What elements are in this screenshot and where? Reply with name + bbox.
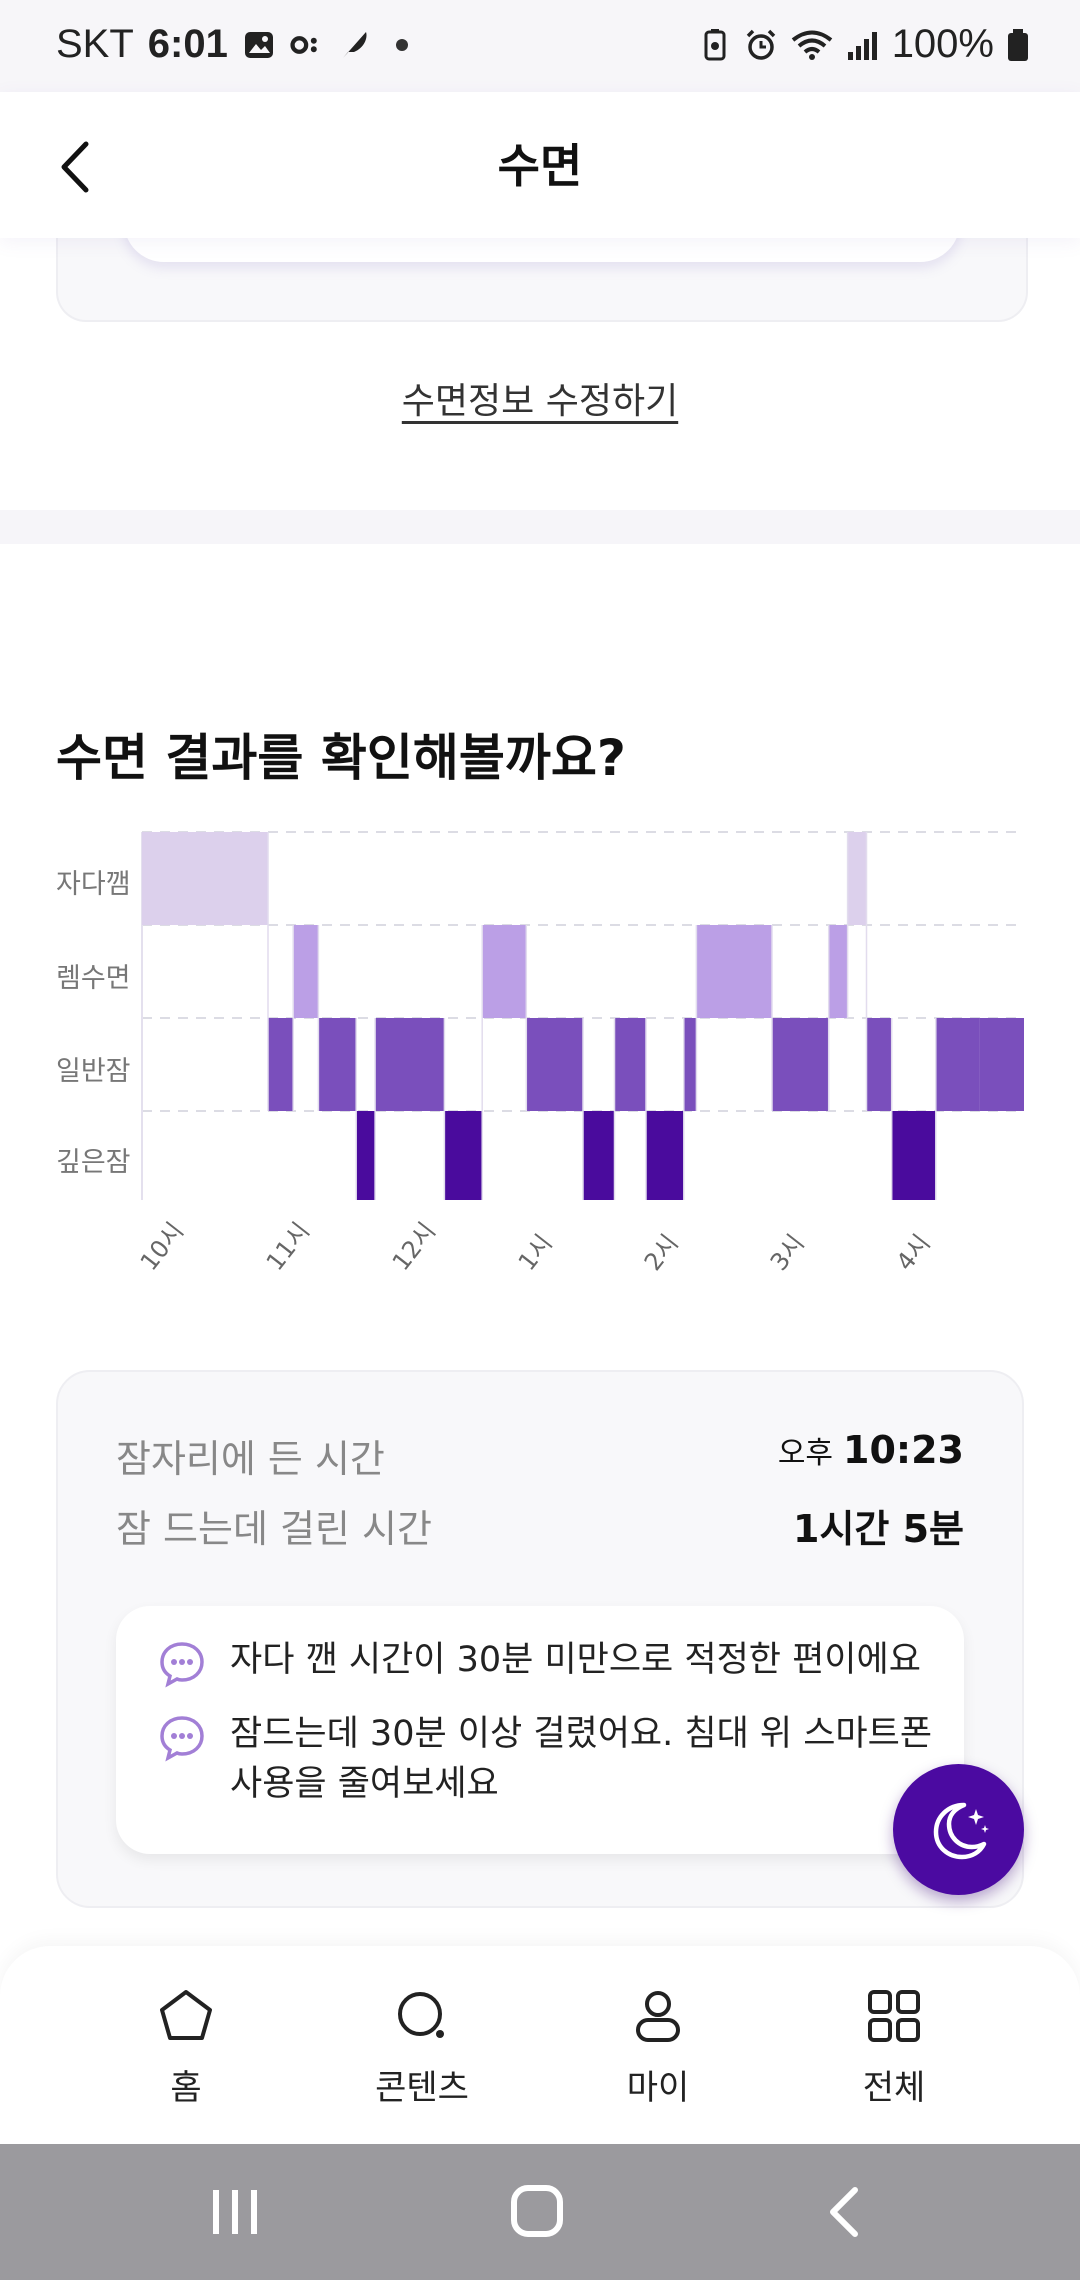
battery-saver-icon — [704, 28, 726, 60]
bedtime-label: 잠자리에 든 시간 — [116, 1437, 385, 1481]
hypnogram-segment — [772, 1018, 829, 1111]
nav-contents[interactable]: 콘텐츠 — [332, 1986, 512, 2109]
latency-row: 잠 드는데 걸린 시간 1시간 5분 — [116, 1498, 964, 1553]
link-icon — [290, 35, 317, 54]
bedtime-period: 오후 — [777, 1436, 834, 1471]
home-system-icon[interactable] — [508, 2184, 568, 2240]
hypnogram-segment — [828, 925, 848, 1018]
recent-apps-icon[interactable] — [205, 2184, 265, 2240]
back-system-icon[interactable] — [815, 2184, 875, 2240]
hypnogram-segment — [482, 925, 527, 1018]
grid-icon — [868, 1990, 920, 2042]
nav-all[interactable]: 전체 — [804, 1986, 984, 2109]
nav-all-label: 전체 — [862, 2068, 926, 2108]
hypnogram-segment — [891, 1111, 936, 1200]
battery-percent: 100% — [891, 22, 994, 66]
tip-text: 잠드는데 30분 이상 걸렸어요. 침대 위 스마트폰 사용을 줄여보세요 — [230, 1714, 933, 1804]
latency-value: 1시간 5분 — [793, 1507, 964, 1551]
page-title: 수면 — [497, 139, 583, 193]
x-tick-3: 3시 — [764, 1229, 810, 1276]
x-tick-12: 12시 — [386, 1217, 442, 1276]
home-icon — [160, 1990, 212, 2040]
latency-label: 잠 드는데 걸린 시간 — [116, 1507, 432, 1551]
nav-my-label: 마이 — [626, 2068, 690, 2108]
x-tick-10: 10시 — [134, 1217, 190, 1276]
edit-sleep-info-link-wrap: 수면정보 수정하기 — [0, 372, 1080, 424]
bedtime-row: 잠자리에 든 시간 오후 10:23 — [116, 1428, 964, 1483]
stage-label-rem: 렘수면 — [56, 963, 131, 994]
edit-sleep-info-link[interactable]: 수면정보 수정하기 — [401, 381, 679, 422]
nav-contents-label: 콘텐츠 — [375, 2068, 469, 2108]
hypnogram-segment — [318, 1018, 357, 1111]
x-tick-4: 4시 — [890, 1229, 936, 1276]
x-tick-1: 1시 — [512, 1229, 558, 1276]
hypnogram-segment — [979, 1018, 1024, 1111]
sleep-mode-fab[interactable] — [893, 1764, 1024, 1895]
nav-home-label: 홈 — [170, 2068, 202, 2108]
tip-item: 잠드는데 30분 이상 걸렸어요. 침대 위 스마트폰 사용을 줄여보세요 — [156, 1710, 934, 1809]
hypnogram-segment — [268, 1018, 294, 1111]
clock: 6:01 — [147, 22, 228, 66]
bottom-navigation: 홈 콘텐츠 마이 전체 — [0, 1946, 1080, 2144]
wifi-icon — [791, 30, 832, 60]
nav-home[interactable]: 홈 — [96, 1986, 276, 2109]
hypnogram-segment — [935, 1018, 980, 1111]
gallery-icon — [244, 31, 273, 58]
stage-label-deep: 깊은잠 — [56, 1147, 131, 1178]
hypnogram-segment — [614, 1018, 646, 1111]
notification-dot — [395, 38, 408, 51]
chat-bubble-icon — [160, 1716, 204, 1762]
status-bar: SKT 6:01 100% — [0, 0, 1080, 92]
app-header: 수면 — [0, 92, 1080, 238]
hypnogram-segment — [866, 1018, 892, 1111]
contents-icon — [398, 1992, 444, 2038]
signal-icon — [847, 31, 877, 60]
hypnogram-segment — [526, 1018, 583, 1111]
chat-bubble-icon — [160, 1642, 204, 1688]
alarm-icon — [746, 29, 775, 60]
tip-item: 자다 깬 시간이 30분 미만으로 적정한 편이에요 — [156, 1636, 934, 1690]
hypnogram-segment — [375, 1018, 445, 1111]
hypnogram-segment — [142, 832, 268, 925]
hypnogram-segment — [847, 832, 867, 925]
x-tick-11: 11시 — [260, 1217, 316, 1276]
system-navigation-bar — [0, 2144, 1080, 2280]
nav-my[interactable]: 마이 — [568, 1986, 748, 2109]
hypnogram-segment — [696, 925, 772, 1018]
carrier-label: SKT — [56, 22, 134, 66]
hypnogram-segment — [356, 1111, 376, 1200]
back-arrow-icon[interactable] — [52, 132, 112, 202]
hypnogram-segment — [444, 1111, 483, 1200]
hypnogram-segment — [293, 925, 319, 1018]
person-icon — [636, 1991, 680, 2042]
feather-icon — [342, 31, 367, 58]
hypnogram-segment — [646, 1111, 684, 1200]
hypnogram-plot — [141, 831, 1024, 1200]
stage-label-light: 일반잠 — [56, 1056, 131, 1087]
tip-text: 자다 깬 시간이 30분 미만으로 적정한 편이에요 — [230, 1640, 921, 1680]
sleep-tips-box: 자다 깬 시간이 30분 미만으로 적정한 편이에요 잠드는데 30분 이상 걸… — [116, 1606, 964, 1854]
bedtime-value: 10:23 — [843, 1428, 964, 1472]
stage-label-awake: 자다깸 — [56, 869, 131, 900]
x-tick-2: 2시 — [638, 1229, 684, 1276]
moon-stars-icon — [933, 1802, 989, 1859]
sleep-hypnogram: 자다깸 렘수면 일반잠 깊은잠 10시 11시 12시 1시 2시 3시 4시 — [0, 820, 1080, 1280]
sleep-result-title: 수면 결과를 확인해볼까요? — [56, 729, 626, 787]
battery-icon — [1008, 28, 1028, 61]
section-divider — [0, 510, 1080, 544]
sleep-summary-card: 잠자리에 든 시간 오후 10:23 잠 드는데 걸린 시간 1시간 5분 자다 … — [56, 1370, 1024, 1908]
hypnogram-segment — [583, 1111, 615, 1200]
hypnogram-segment — [683, 1018, 697, 1111]
bedtime-value-wrap: 오후 10:23 — [778, 1428, 964, 1472]
